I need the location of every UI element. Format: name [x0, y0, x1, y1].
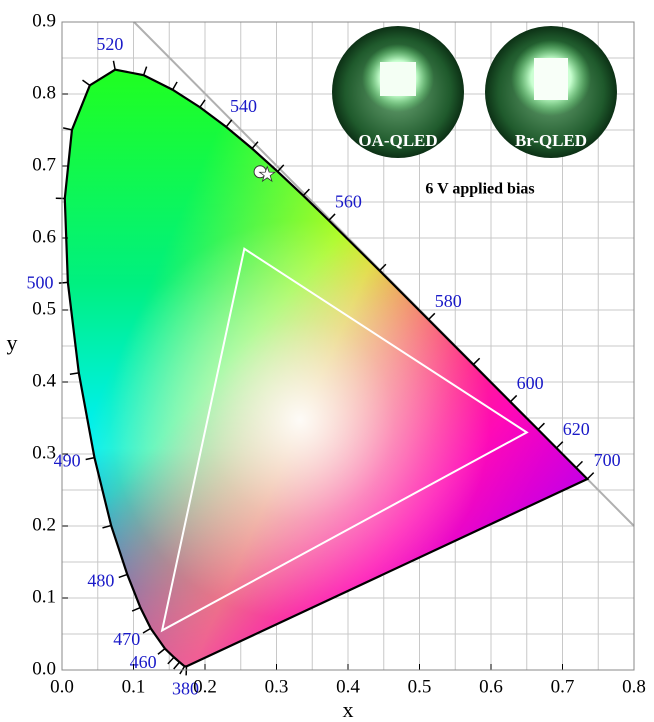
- locus-tick: [85, 456, 95, 461]
- y-tick-label: 0.7: [32, 154, 56, 175]
- locus-tick: [102, 524, 112, 529]
- gamut-fill: [64, 70, 588, 667]
- inset-label: OA-QLED: [358, 131, 437, 150]
- x-tick-label: 0.8: [622, 676, 646, 697]
- locus-tick: [171, 81, 178, 91]
- locus-tick: [82, 79, 91, 86]
- locus-tick: [277, 164, 285, 173]
- x-tick-label: 0.0: [50, 676, 74, 697]
- wavelength-label: 380: [172, 679, 199, 699]
- wavelength-label: 520: [96, 34, 123, 54]
- y-tick-label: 0.1: [32, 586, 56, 607]
- x-axis-label: x: [343, 697, 354, 722]
- locus-tick: [225, 119, 233, 128]
- wavelength-label: 560: [335, 191, 362, 211]
- locus-tick: [379, 263, 387, 272]
- wavelength-label: 500: [26, 272, 53, 292]
- wavelength-label: 600: [517, 373, 544, 393]
- locus-tick: [328, 213, 336, 221]
- y-tick-label: 0.6: [32, 226, 56, 247]
- x-tick-label: 0.6: [479, 676, 503, 697]
- locus-tick: [537, 422, 545, 431]
- inset-photo: [332, 26, 617, 158]
- locus-tick: [302, 188, 310, 197]
- y-tick-label: 0.3: [32, 442, 56, 463]
- wavelength-label: 490: [54, 451, 81, 471]
- x-tick-label: 0.1: [122, 676, 146, 697]
- inset-caption: 6 V applied bias: [425, 181, 534, 198]
- y-tick-label: 0.5: [32, 298, 56, 319]
- x-tick-label: 0.3: [265, 676, 289, 697]
- locus-tick: [112, 60, 116, 70]
- locus-tick: [173, 661, 181, 670]
- locus-tick: [58, 281, 68, 284]
- plot-frame: [61, 21, 635, 671]
- x-tick-label: 0.2: [193, 676, 217, 697]
- locus-tick: [69, 372, 79, 375]
- locus-tick: [142, 66, 148, 76]
- x-tick-label: 0.4: [336, 676, 360, 697]
- locus-tick: [575, 460, 583, 469]
- locus-tick: [427, 312, 436, 321]
- y-axis-label: y: [7, 330, 18, 355]
- x-tick-label: 0.5: [408, 676, 432, 697]
- locus-tick: [131, 606, 141, 612]
- wavelength-label: 580: [435, 291, 462, 311]
- wavelength-label: 700: [594, 450, 621, 470]
- wavelength-label: 470: [113, 629, 140, 649]
- inset-label: Br-QLED: [515, 131, 587, 150]
- wavelength-label: 620: [563, 419, 590, 439]
- y-tick-label: 0.8: [32, 82, 56, 103]
- locus-tick: [157, 648, 166, 655]
- locus-tick: [199, 99, 206, 108]
- wavelength-label: 540: [230, 96, 257, 116]
- locus-tick: [167, 656, 175, 665]
- y-tick-label: 0.9: [32, 10, 56, 31]
- y-tick-label: 0.0: [32, 658, 56, 679]
- y-tick-label: 0.4: [32, 370, 56, 391]
- x-tick-label: 0.7: [551, 676, 575, 697]
- locus-tick: [251, 141, 259, 149]
- marker: [258, 165, 276, 183]
- locus-tick: [555, 441, 564, 449]
- locus-tick: [472, 357, 481, 366]
- locus-tick: [586, 472, 595, 480]
- locus-tick: [142, 627, 152, 634]
- wavelength-label: 460: [130, 652, 157, 672]
- locus-tick: [509, 394, 518, 403]
- y-tick-label: 0.2: [32, 514, 56, 535]
- locus-tick: [118, 573, 128, 579]
- gamut-triangle: [160, 247, 529, 633]
- locus-tick: [62, 127, 73, 131]
- wavelength-label: 480: [87, 571, 114, 591]
